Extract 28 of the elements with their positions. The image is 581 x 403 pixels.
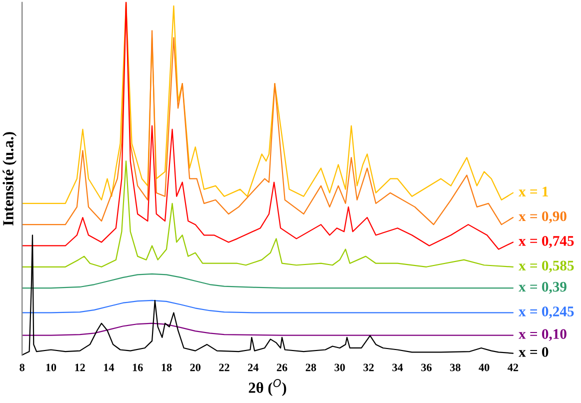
x-tick-label: 32 xyxy=(363,364,374,372)
x-tick-label: 28 xyxy=(306,364,316,372)
x-tick-label: 10 xyxy=(46,364,56,372)
x-tick-label: 24 xyxy=(248,364,258,372)
x-tick-label: 12 xyxy=(75,364,85,372)
series-label: x = 1 xyxy=(518,186,548,196)
x-axis-title: 2θ ($^{O}$) xyxy=(248,379,286,396)
series-label: x = 0,90 xyxy=(518,211,566,224)
series-label: x = 0,10 xyxy=(518,329,566,342)
x-tick-label: 22 xyxy=(219,364,230,372)
x-tick-label: 26 xyxy=(276,364,288,372)
x-tick-label: 20 xyxy=(190,364,200,372)
series-label: x = 0 xyxy=(518,347,548,357)
x-tick-label: 40 xyxy=(478,364,490,372)
x-tick-label: 36 xyxy=(421,364,432,372)
x-tick-label: 14 xyxy=(104,364,114,372)
x-tick-label: 38 xyxy=(450,364,460,372)
x-tick-label: 18 xyxy=(162,364,172,372)
x-tick-label: 8 xyxy=(20,364,24,372)
x-tick-label: 42 xyxy=(508,364,518,372)
series-label: x = 0,39 xyxy=(518,282,566,294)
x-tick-label: 34 xyxy=(392,364,403,372)
y-axis-title: Intensité (u.a.) xyxy=(2,132,17,226)
series-label: x = 0,745 xyxy=(518,236,574,248)
series-label: x = 0,245 xyxy=(518,306,574,318)
x-tick-label: 16 xyxy=(132,364,143,372)
x-tick-label: 30 xyxy=(334,364,345,372)
series-label: x = 0,585 xyxy=(518,260,574,273)
